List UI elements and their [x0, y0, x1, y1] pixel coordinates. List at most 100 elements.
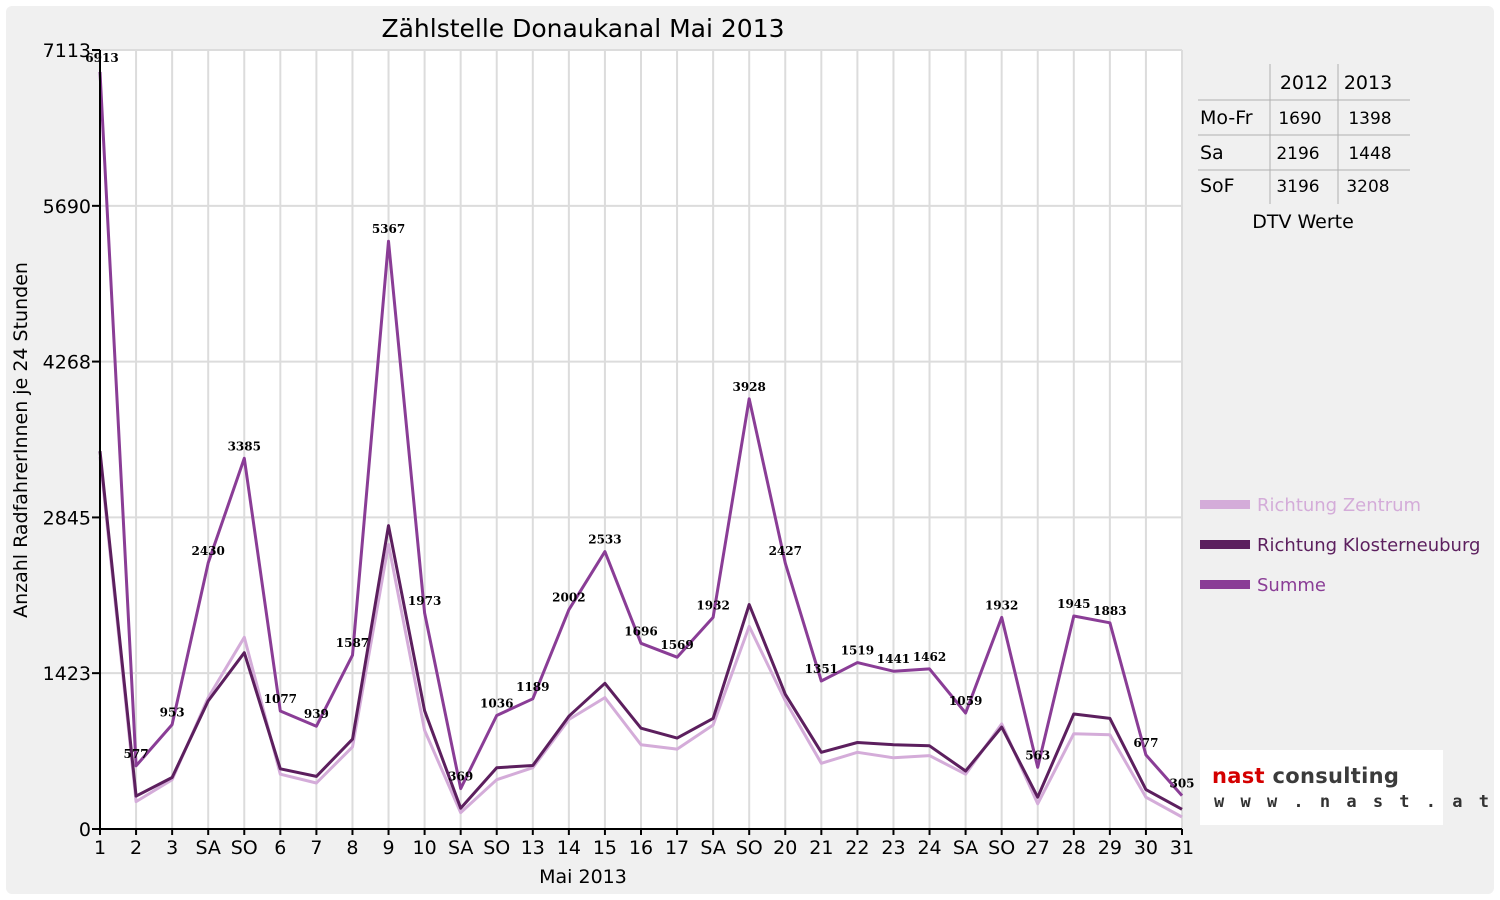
data-label: 369 — [448, 770, 473, 784]
data-label: 3928 — [732, 380, 765, 394]
legend: Richtung Zentrum Richtung Klosterneuburg… — [1200, 495, 1480, 596]
logo-url: w w w . n a s t . a t — [1214, 792, 1492, 812]
data-label: 1059 — [949, 694, 982, 708]
table-header-2013: 2013 — [1344, 72, 1392, 94]
data-labels: 6913 577 953 2430 3385 1077 939 1587 5367 1973 369… — [85, 51, 1194, 791]
logo-word-consulting: consulting — [1272, 764, 1400, 788]
data-label: 2427 — [769, 544, 802, 558]
table-cell: 1398 — [1348, 109, 1391, 129]
legend-swatch-kloster — [1200, 540, 1250, 549]
data-label: 1441 — [877, 652, 910, 666]
x-tick-label: SO — [483, 837, 510, 859]
data-label: 1036 — [480, 697, 513, 711]
x-tick-label: 22 — [845, 837, 869, 859]
x-tick-label: 15 — [593, 837, 617, 859]
data-label: 677 — [1133, 736, 1158, 750]
nast-consulting-logo: nast consulting w w w . n a s t . a t — [1200, 750, 1489, 825]
dtv-table: 2012 2013 Mo-Fr 1690 1398 Sa 2196 1448 S… — [1198, 64, 1410, 233]
x-tick-label: 17 — [665, 837, 689, 859]
data-label: 2002 — [552, 591, 585, 605]
x-tick-label: 28 — [1062, 837, 1086, 859]
x-tick-label: 9 — [382, 837, 394, 859]
data-label: 563 — [1025, 748, 1050, 762]
x-tick-label: 20 — [773, 837, 797, 859]
data-label: 1189 — [516, 680, 549, 694]
x-axis-title: Mai 2013 — [539, 866, 627, 888]
table-row-label: Mo-Fr — [1200, 107, 1253, 129]
x-tick-label: SA — [700, 837, 725, 859]
legend-label-summe: Summe — [1257, 575, 1326, 596]
x-tick-label: 10 — [413, 837, 437, 859]
legend-label-zentrum: Richtung Zentrum — [1257, 495, 1421, 516]
data-label: 577 — [124, 747, 149, 761]
series-line-1 — [98, 451, 1183, 811]
y-tick-labels: 0 1423 2845 4268 5690 7113 — [43, 40, 100, 841]
y-tick-label: 1423 — [43, 663, 91, 685]
logo-wordmark: nast consulting — [1212, 764, 1399, 788]
x-tick-label: SA — [448, 837, 473, 859]
x-tick-label: 1 — [94, 837, 106, 859]
data-label: 5367 — [372, 222, 405, 236]
x-tick-label: 6 — [274, 837, 286, 859]
table-cell: 1448 — [1348, 144, 1391, 164]
data-label: 1932 — [985, 598, 1018, 612]
data-label: 1945 — [1057, 597, 1090, 611]
data-label: 1883 — [1093, 604, 1126, 618]
data-label: 1077 — [264, 692, 297, 706]
series-line-2 — [98, 71, 1184, 797]
gridlines — [100, 49, 1183, 829]
table-cell: 3196 — [1276, 177, 1319, 197]
x-tick-label: 14 — [557, 837, 581, 859]
series-lines — [98, 71, 1184, 819]
x-tick-label: SO — [988, 837, 1015, 859]
data-label: 1587 — [336, 636, 369, 650]
data-label: 953 — [160, 706, 185, 720]
x-tick-label: SO — [231, 837, 258, 859]
y-tick-label: 5690 — [43, 196, 91, 218]
x-tick-label: 31 — [1170, 837, 1194, 859]
table-caption: DTV Werte — [1252, 211, 1354, 233]
series-line-0 — [98, 456, 1183, 819]
x-tick-label: 24 — [917, 837, 941, 859]
x-tick-label: 8 — [346, 837, 358, 859]
y-tick-label: 2845 — [43, 507, 91, 529]
y-tick-label: 7113 — [43, 40, 91, 62]
y-tick-label: 4268 — [43, 352, 91, 374]
data-label: 939 — [304, 707, 329, 721]
table-row-label: Sa — [1200, 142, 1224, 164]
data-label: 1696 — [624, 624, 657, 638]
data-label: 6913 — [85, 51, 118, 65]
legend-swatch-summe — [1200, 580, 1250, 589]
x-tick-label: SA — [195, 837, 220, 859]
x-tick-label: 30 — [1134, 837, 1158, 859]
x-tick-label: 27 — [1026, 837, 1050, 859]
table-row-label: SoF — [1200, 175, 1235, 197]
data-label: 1569 — [660, 638, 693, 652]
x-tick-label: 2 — [130, 837, 142, 859]
data-label: 1932 — [696, 598, 729, 612]
x-tick-label: 13 — [521, 837, 545, 859]
table-header-2012: 2012 — [1280, 72, 1328, 94]
data-label: 1973 — [408, 594, 441, 608]
x-tick-label: 29 — [1098, 837, 1122, 859]
x-tick-label: 3 — [166, 837, 178, 859]
x-tick-label: SO — [736, 837, 763, 859]
y-tick-label: 0 — [79, 819, 91, 841]
data-label: 1351 — [805, 662, 838, 676]
x-tick-label: 23 — [881, 837, 905, 859]
table-cell: 2196 — [1276, 144, 1319, 164]
legend-swatch-zentrum — [1200, 500, 1250, 509]
x-tick-label: 21 — [809, 837, 833, 859]
data-label: 1519 — [841, 644, 874, 658]
x-tick-label: 16 — [629, 837, 653, 859]
y-axis-title: Anzahl RadfahrerInnen je 24 Stunden — [10, 262, 32, 618]
data-label: 305 — [1169, 777, 1194, 791]
x-tick-label: SA — [953, 837, 978, 859]
table-cell: 3208 — [1346, 177, 1389, 197]
table-cell: 1690 — [1278, 109, 1321, 129]
data-label: 3385 — [228, 439, 261, 453]
data-label: 1462 — [913, 650, 946, 664]
x-tick-label: 7 — [310, 837, 322, 859]
x-tick-labels: 1 2 3 SA SO 6 7 8 9 10 SA SO 13 14 15 16 17 SA SO 20 21 22 23 2… — [94, 829, 1194, 859]
